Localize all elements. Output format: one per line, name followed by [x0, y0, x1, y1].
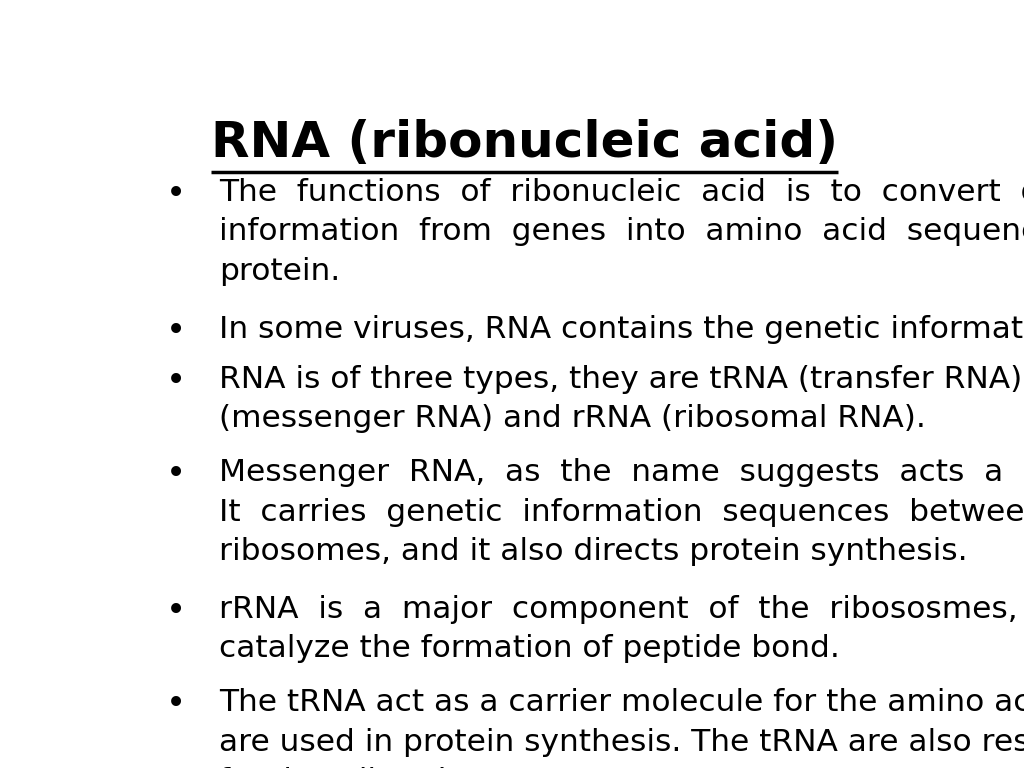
Text: •: •: [166, 315, 185, 347]
Text: RNA (ribonucleic acid): RNA (ribonucleic acid): [211, 119, 839, 167]
Text: RNA is of three types, they are tRNA (transfer RNA), mRNA
(messenger RNA) and rR: RNA is of three types, they are tRNA (tr…: [219, 365, 1024, 433]
Text: rRNA  is  a  major  component  of  the  ribososmes,  they
catalyze the formation: rRNA is a major component of the ribosos…: [219, 594, 1024, 663]
Text: •: •: [166, 458, 185, 492]
Text: The tRNA act as a carrier molecule for the amino acids that
are used in protein : The tRNA act as a carrier molecule for t…: [219, 688, 1024, 768]
Text: The  functions  of  ribonucleic  acid  is  to  convert  genetic
information  fro: The functions of ribonucleic acid is to …: [219, 178, 1024, 286]
Text: Messenger  RNA,  as  the  name  suggests  acts  a  messenger.
It  carries  genet: Messenger RNA, as the name suggests acts…: [219, 458, 1024, 566]
Text: •: •: [166, 594, 185, 627]
Text: In some viruses, RNA contains the genetic information.: In some viruses, RNA contains the geneti…: [219, 315, 1024, 343]
Text: •: •: [166, 178, 185, 211]
Text: •: •: [166, 688, 185, 721]
Text: •: •: [166, 365, 185, 398]
